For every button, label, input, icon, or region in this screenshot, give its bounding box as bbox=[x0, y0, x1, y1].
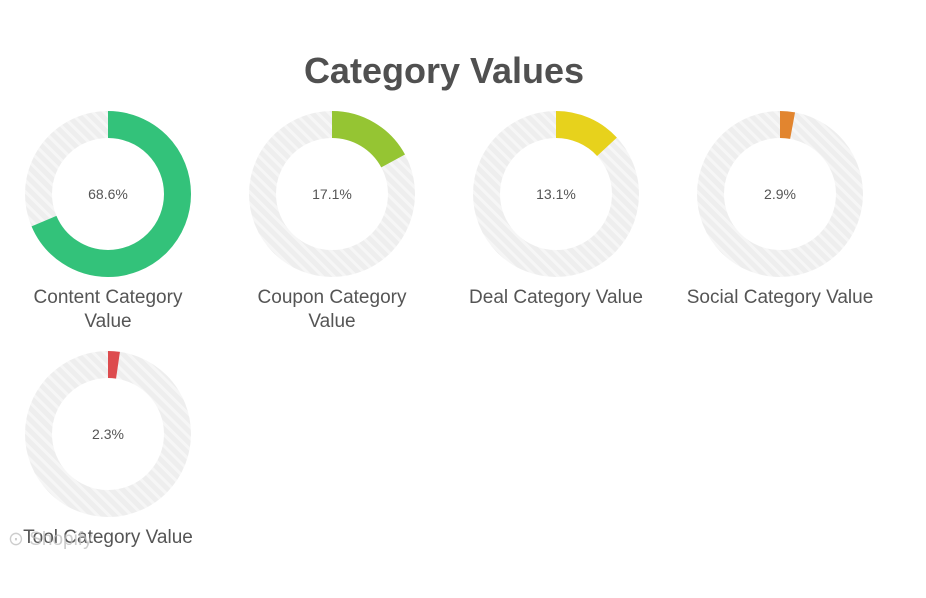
donut-slice[interactable] bbox=[473, 111, 639, 277]
donut-value-label: 68.6% bbox=[88, 186, 128, 202]
donut-value-label: 13.1% bbox=[536, 186, 576, 202]
donut-svg: 2.3% bbox=[25, 351, 191, 517]
donut-svg: 68.6% bbox=[25, 111, 191, 277]
donut-social-category: 2.9% Social Category Value bbox=[668, 108, 892, 358]
donut-label: Deal Category Value bbox=[469, 287, 643, 308]
donut-svg: 13.1% bbox=[473, 111, 639, 277]
donut-tool-category: 2.3% Tool Category Value bbox=[0, 348, 220, 598]
donut-svg: 2.9% bbox=[697, 111, 863, 277]
donut-slice[interactable] bbox=[25, 111, 191, 277]
donut-value-label: 17.1% bbox=[312, 186, 352, 202]
donut-slice[interactable] bbox=[697, 111, 863, 277]
donut-value-label: 2.3% bbox=[92, 426, 124, 442]
donut-svg: 17.1% bbox=[249, 111, 415, 277]
donut-slice[interactable] bbox=[25, 351, 191, 517]
donut-slice[interactable] bbox=[249, 111, 415, 277]
donut-label: Tool Category Value bbox=[23, 527, 193, 548]
donut-label: Coupon Category Value bbox=[257, 287, 407, 332]
chart-title: Category Values bbox=[303, 50, 585, 91]
donut-deal-category: 13.1% Deal Category Value bbox=[444, 108, 668, 358]
donut-label: Content Category Value bbox=[33, 287, 183, 332]
donut-label: Social Category Value bbox=[686, 287, 874, 308]
donut-content-category: 68.6% Content Category Value bbox=[0, 108, 220, 358]
donut-coupon-category: 17.1% Coupon Category Value bbox=[220, 108, 444, 358]
donut-value-label: 2.9% bbox=[764, 186, 796, 202]
